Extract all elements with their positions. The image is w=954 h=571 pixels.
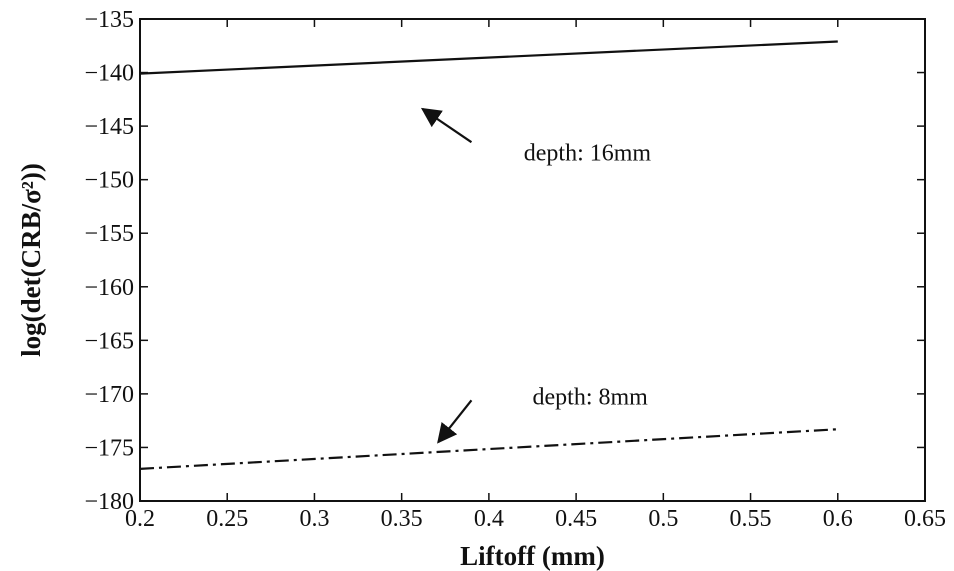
y-axis-title: log(det(CRB/σ²)) bbox=[16, 163, 46, 357]
series-line-2 bbox=[139, 428, 838, 470]
plot-area bbox=[139, 18, 926, 502]
y-tick-label: −180 bbox=[84, 489, 134, 515]
x-axis-title: Liftoff (mm) bbox=[460, 541, 605, 571]
series-layer bbox=[139, 40, 838, 470]
annotation-label: depth: 16mm bbox=[524, 140, 652, 166]
annotation-label: depth: 8mm bbox=[533, 385, 649, 411]
x-tick-label: 0.2 bbox=[125, 506, 155, 532]
plot-frame bbox=[139, 18, 926, 502]
x-tick-label: 0.55 bbox=[730, 506, 772, 532]
x-tick-label: 0.45 bbox=[555, 506, 597, 532]
annotation-arrow bbox=[437, 399, 473, 444]
y-tick-label: −140 bbox=[84, 61, 134, 87]
series-line-1 bbox=[139, 40, 838, 75]
y-tick-label: −135 bbox=[84, 7, 134, 33]
x-axis: 0.2 0.25 0.3 0.35 0.4 0.45 0.5 0.55 0.6 0.65 bbox=[125, 19, 946, 532]
x-tick-label: 0.4 bbox=[474, 506, 504, 532]
x-tick-label: 0.5 bbox=[648, 506, 678, 532]
annotation-arrow bbox=[420, 107, 473, 144]
y-tick-label: −175 bbox=[84, 435, 134, 461]
y-tick-label: −160 bbox=[84, 275, 134, 301]
y-axis: −135 −140 −145 −150 −155 −160 −165 −170 −175 −180 bbox=[84, 7, 925, 515]
x-tick-label: 0.65 bbox=[904, 506, 946, 532]
x-tick-label: 0.6 bbox=[823, 506, 853, 532]
annotation-layer: depth: 16mm depth: 8mm bbox=[420, 107, 652, 444]
y-tick-label: −155 bbox=[84, 221, 134, 247]
x-tick-label: 0.35 bbox=[381, 506, 423, 532]
x-tick-label: 0.25 bbox=[206, 506, 248, 532]
y-tick-label: −150 bbox=[84, 168, 134, 194]
y-tick-label: −170 bbox=[84, 382, 134, 408]
y-tick-label: −165 bbox=[84, 328, 134, 354]
x-tick-label: 0.3 bbox=[299, 506, 329, 532]
y-tick-label: −145 bbox=[84, 114, 134, 140]
